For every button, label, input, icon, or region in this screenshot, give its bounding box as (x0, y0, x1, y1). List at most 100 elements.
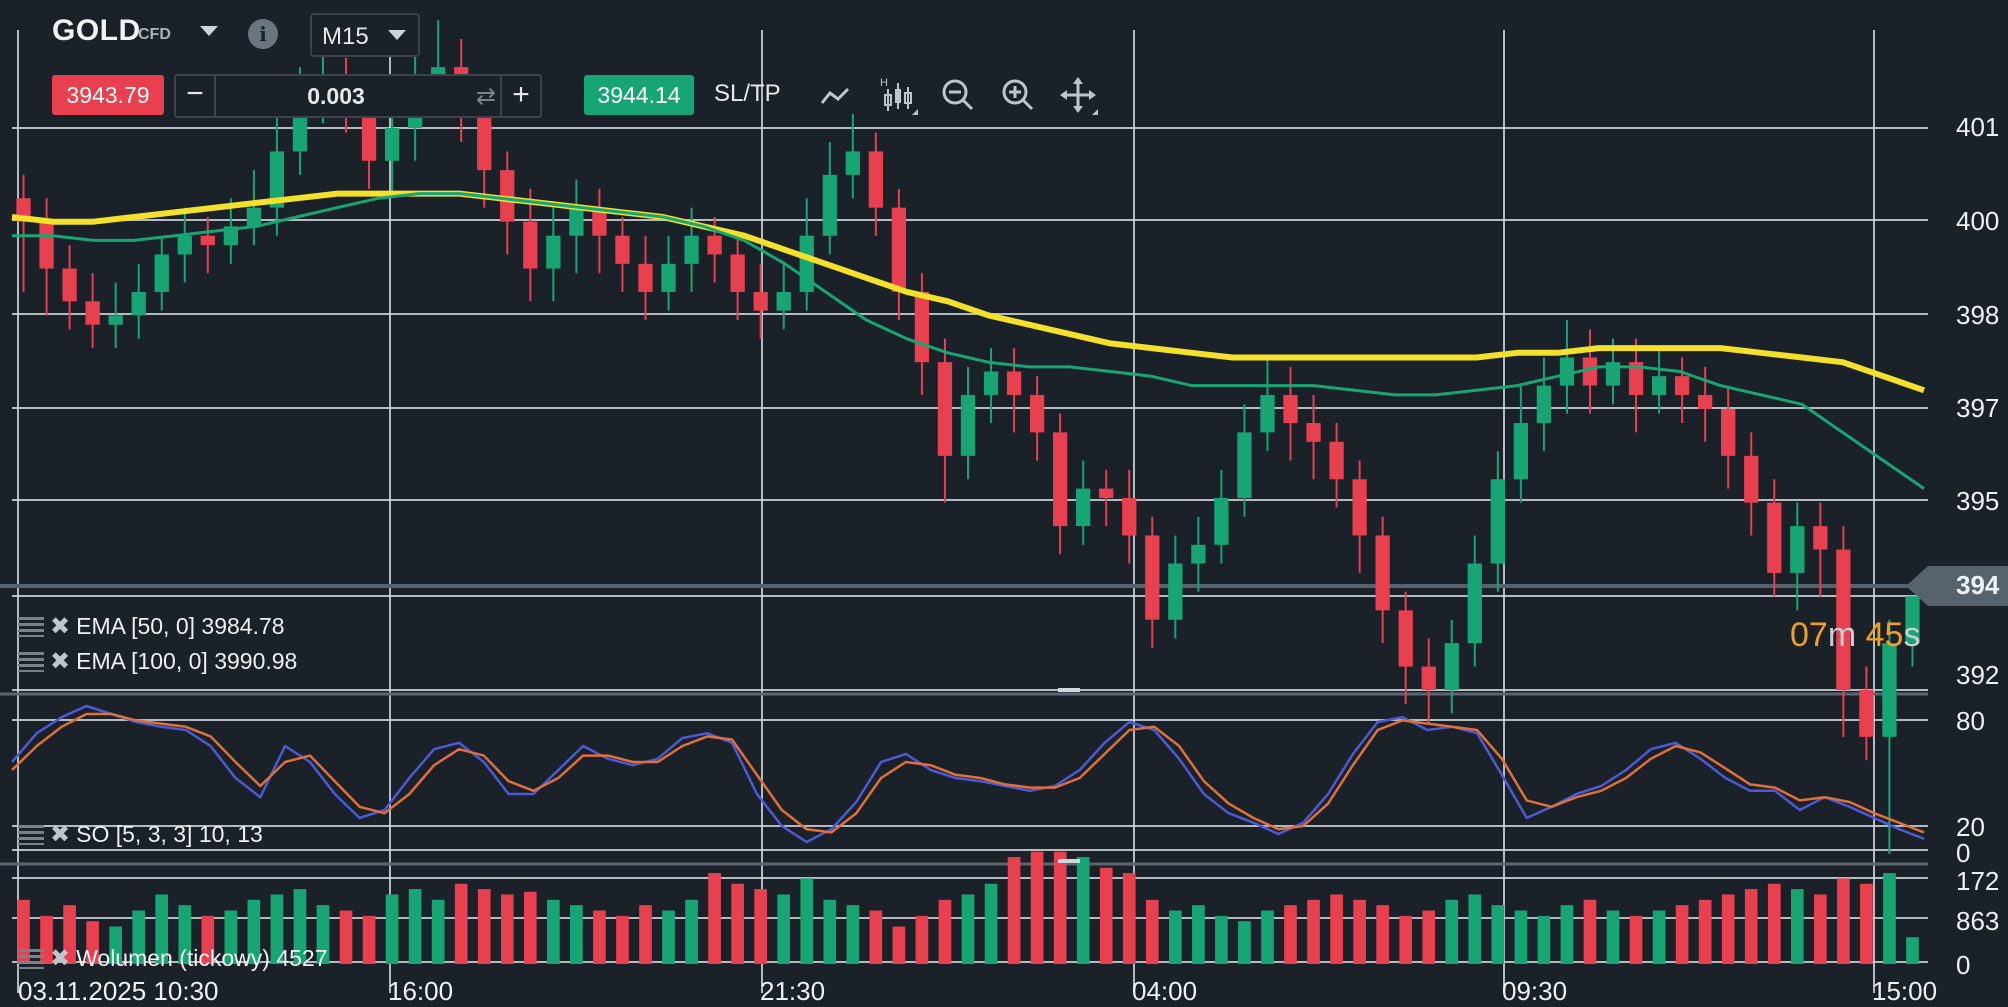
volume-bar (293, 889, 307, 964)
legend-volume-label: Wolumen (tickowy) 4527 (76, 945, 328, 971)
candle-body (1306, 423, 1321, 442)
candle-body (546, 235, 561, 269)
candle-body (269, 151, 285, 208)
drag-handle-icon[interactable] (18, 652, 44, 672)
candle-body (868, 151, 883, 208)
volume-bar (1814, 894, 1827, 964)
volume-bar (1537, 915, 1551, 964)
zoom-out-icon[interactable] (938, 75, 978, 115)
close-icon[interactable]: ✖ (50, 613, 71, 640)
volume-bar (316, 905, 330, 964)
candle-body (477, 104, 492, 171)
candle-body (1744, 455, 1759, 503)
candle-body (62, 268, 77, 302)
increase-volume-button[interactable]: + (500, 76, 540, 116)
close-icon[interactable]: ✖ (50, 945, 71, 972)
volume-stepper[interactable]: − 0.003 ⇄ + (174, 74, 542, 118)
buy-button[interactable]: 3944.14 (584, 75, 694, 115)
candle-body (1029, 394, 1045, 433)
candle-body (1237, 432, 1252, 498)
sell-button[interactable]: 3943.79 (52, 75, 164, 115)
volume-bar (639, 905, 652, 964)
candle-body (1882, 643, 1897, 737)
drag-handle-icon[interactable] (18, 825, 44, 845)
close-icon[interactable]: ✖ (50, 648, 71, 675)
decrease-volume-button[interactable]: − (176, 76, 216, 116)
drag-handle-icon[interactable] (18, 617, 44, 637)
legend-volume[interactable]: ✖ Wolumen (tickowy) 4527 (18, 944, 328, 973)
countdown-s-unit: s (1903, 616, 1921, 654)
candle-body (246, 207, 262, 227)
candle-body (154, 254, 169, 292)
swap-icon[interactable]: ⇄ (476, 83, 497, 110)
volume-bar (523, 891, 537, 964)
pan-move-icon[interactable] (1058, 75, 1098, 115)
candle-body (661, 263, 676, 292)
volume-bar (1284, 905, 1297, 964)
symbol-dropdown-icon[interactable] (200, 26, 218, 36)
timeframe-value: M15 (322, 23, 369, 50)
volume-bar (938, 899, 952, 964)
current-price-marker (1906, 566, 2008, 606)
volume-bar (1053, 851, 1067, 964)
candle-body (1721, 409, 1736, 456)
candle-countdown: 07m 45s (1790, 616, 1920, 655)
volume-bar (777, 894, 791, 964)
volume-bar (1330, 894, 1343, 964)
volume-bar (1399, 915, 1413, 964)
timeframe-select[interactable]: M15 (310, 13, 420, 57)
volume-bar (984, 883, 998, 964)
volume-bar (1238, 921, 1251, 964)
legend-ema100[interactable]: ✖ EMA [100, 0] 3990.98 (18, 647, 297, 676)
volume-tick: 172 (1956, 866, 2000, 896)
candle-body (707, 235, 722, 255)
so-tick: 20 (1956, 812, 1985, 842)
line-chart-icon[interactable] (816, 75, 856, 115)
candle-body (1006, 371, 1022, 395)
legend-ema50[interactable]: ✖ EMA [50, 0] 3984.78 (18, 612, 285, 641)
drag-handle-icon[interactable] (18, 949, 44, 969)
volume-bar (1099, 867, 1113, 964)
volume-bar (1076, 857, 1090, 964)
candlestick-settings-icon[interactable]: H (878, 75, 918, 115)
legend-ema100-label: EMA [100, 0] 3990.98 (76, 648, 298, 674)
candle-body (361, 104, 377, 161)
volume-bar (846, 905, 860, 964)
candle-body (1260, 394, 1275, 433)
candle-body (523, 221, 538, 269)
volume-bar (1629, 915, 1643, 964)
symbol-name[interactable]: GOLD (52, 14, 141, 47)
close-icon[interactable]: ✖ (50, 821, 71, 848)
volume-bar (961, 894, 975, 964)
candle-body (1444, 643, 1459, 690)
legend-stochastic[interactable]: ✖ SO [5, 3, 3] 10, 13 (18, 820, 263, 849)
volume-bar (362, 915, 376, 964)
candle-body (1767, 502, 1782, 573)
zoom-in-icon[interactable] (998, 75, 1038, 115)
volume-bar (1698, 899, 1712, 964)
volume-bar (431, 899, 445, 964)
candle-body (1513, 423, 1529, 480)
volume-bar (1675, 905, 1689, 964)
countdown-seconds: 45 (1865, 616, 1904, 654)
volume-bar (800, 878, 814, 964)
volume-bar (1860, 883, 1873, 964)
ema100-line (11, 190, 1925, 394)
volume-bar (339, 910, 353, 964)
countdown-minutes: 07 (1790, 616, 1828, 654)
sl-tp-button[interactable]: SL/TP (714, 80, 781, 107)
volume-bar (1445, 899, 1459, 964)
candle-body (960, 394, 976, 456)
volume-bar (1767, 883, 1781, 964)
volume-input[interactable]: 0.003 (307, 83, 365, 109)
candle-body (1490, 479, 1505, 564)
volume-bar (109, 926, 122, 964)
candle-body (1329, 441, 1344, 480)
candle-body (1375, 535, 1390, 611)
price-tick: 398 (1956, 300, 2000, 330)
volume-bar (754, 889, 768, 964)
candle-body (1674, 376, 1690, 395)
info-icon[interactable]: i (248, 19, 278, 49)
volume-bar (1168, 910, 1182, 964)
